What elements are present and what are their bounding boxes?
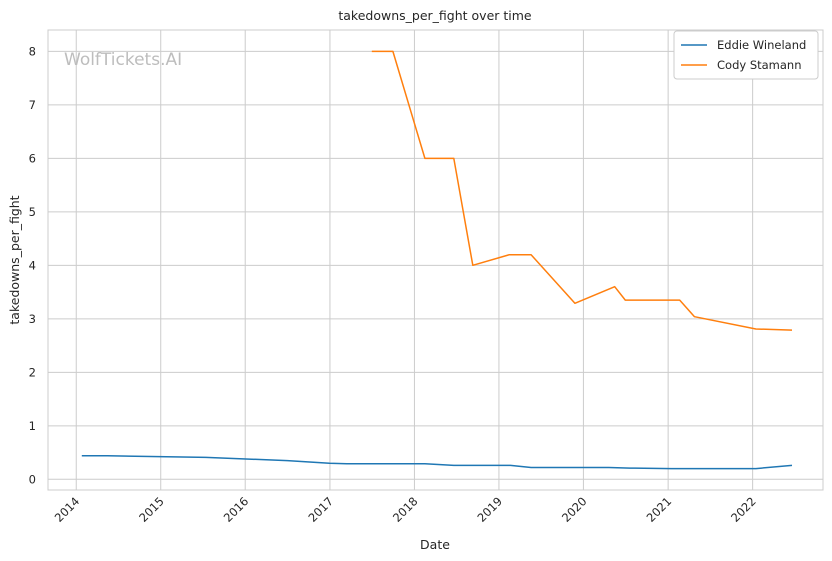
series-layer: [81, 50, 793, 470]
legend: Eddie Wineland Cody Stamann: [673, 30, 819, 80]
series-line-eddie-wineland: [81, 455, 793, 470]
watermark: WolfTickets.AI: [64, 50, 182, 70]
x-tick-label: 2020: [559, 494, 590, 525]
legend-box: [673, 30, 819, 80]
y-tick-label: 0: [29, 472, 36, 486]
chart-title: takedowns_per_fight over time: [338, 8, 532, 23]
x-tick-label: 2019: [474, 494, 505, 525]
y-axis-label: takedowns_per_fight: [7, 195, 22, 324]
x-axis-label: Date: [420, 537, 450, 552]
y-tick-label: 8: [29, 44, 36, 58]
x-tick-labels: 2014 2015 2016 2017 2018 2019 2020 2021 2022: [52, 494, 759, 525]
x-tick-label: 2017: [305, 494, 336, 525]
y-tick-labels: 0 1 2 3 4 5 6 7 8: [29, 44, 36, 486]
y-gridlines: [48, 50, 823, 480]
legend-label: Cody Stamann: [717, 58, 802, 72]
y-tick-label: 2: [29, 365, 36, 379]
series-line-cody-stamann: [371, 50, 793, 331]
y-tick-label: 4: [29, 258, 36, 272]
y-tick-label: 3: [29, 312, 36, 326]
x-tick-label: 2021: [644, 494, 675, 525]
x-tick-label: 2022: [728, 494, 759, 525]
x-tick-label: 2016: [221, 494, 252, 525]
y-tick-label: 7: [29, 98, 36, 112]
x-tick-label: 2015: [136, 494, 167, 525]
y-tick-label: 6: [29, 151, 36, 165]
x-gridlines: [75, 30, 754, 490]
plot-area-frame: [47, 29, 824, 491]
y-tick-label: 5: [29, 205, 36, 219]
legend-label: Eddie Wineland: [717, 38, 806, 52]
x-tick-label: 2014: [52, 494, 83, 525]
y-tick-label: 1: [29, 419, 36, 433]
x-tick-label: 2018: [390, 494, 421, 525]
